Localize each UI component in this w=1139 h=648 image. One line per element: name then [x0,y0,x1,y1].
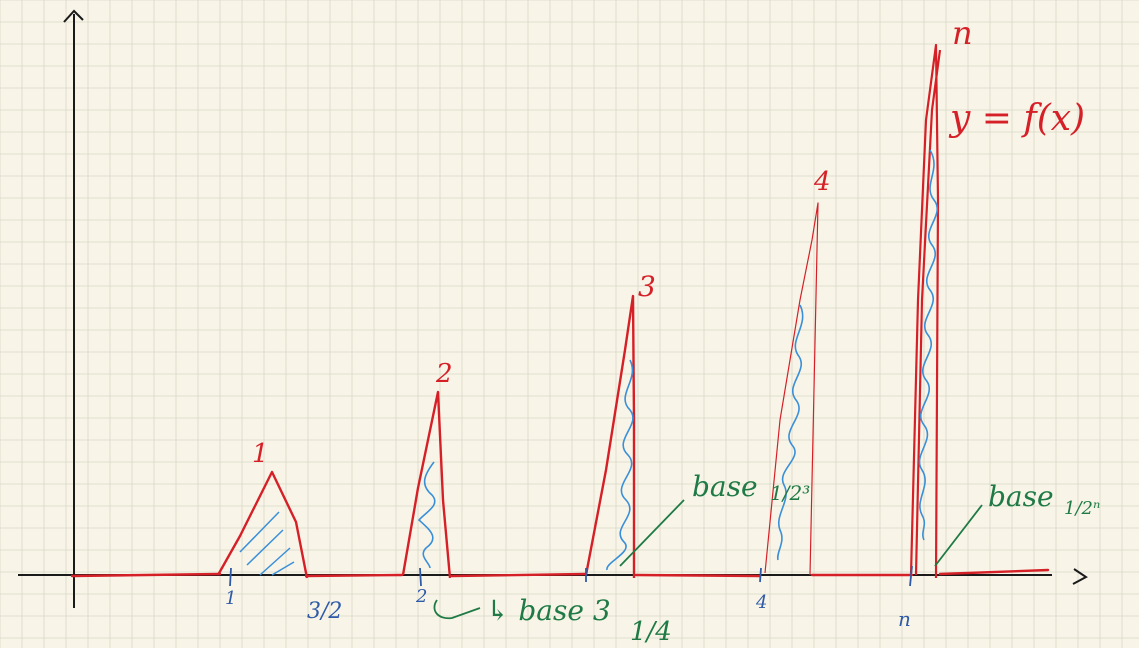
note-base-spike-n: base [988,480,1054,513]
spike-2-hatch [417,461,436,569]
function-baseline [70,568,1050,578]
note-frac-spike-3: 1/2³ [770,481,810,505]
spike-n [909,43,942,579]
function-label: y = f(x) [948,98,1085,139]
y-axis-arrow [63,9,84,23]
tick-label-n: n [898,607,911,631]
x-ticks [229,565,913,587]
note-quarter: 1/4 [630,617,672,647]
spike-1-hatch [239,511,295,576]
spike-4 [764,202,819,576]
annotation-pointer-spike-3 [619,499,685,567]
spike-4-hatch [776,304,804,561]
spike-n-hatch [918,149,939,541]
tick-label-3-2: 3/2 [307,599,342,624]
annotation-arrow-base [433,599,481,620]
peak-label-4: 4 [813,167,831,197]
tick-label-2: 2 [415,586,427,607]
spike-1 [216,470,309,579]
note-frac-spike-n: 1/2ⁿ [1064,498,1100,519]
spike-2 [401,390,452,579]
tick-label-4: 4 [755,592,767,613]
peak-label-n: n [952,14,973,52]
peak-label-1: 1 [252,439,269,469]
annotation-pointer-spike-n [934,504,983,567]
peak-label-2: 2 [435,359,453,389]
spike-3 [584,294,636,578]
spike-3-hatch [606,359,634,571]
tick-label-1: 1 [225,588,236,609]
x-axis-arrow [1072,568,1088,585]
note-base-bottom: ↳ base 3 [486,594,611,627]
note-base-spike-3: base [692,470,758,503]
peak-label-3: 3 [638,270,656,303]
